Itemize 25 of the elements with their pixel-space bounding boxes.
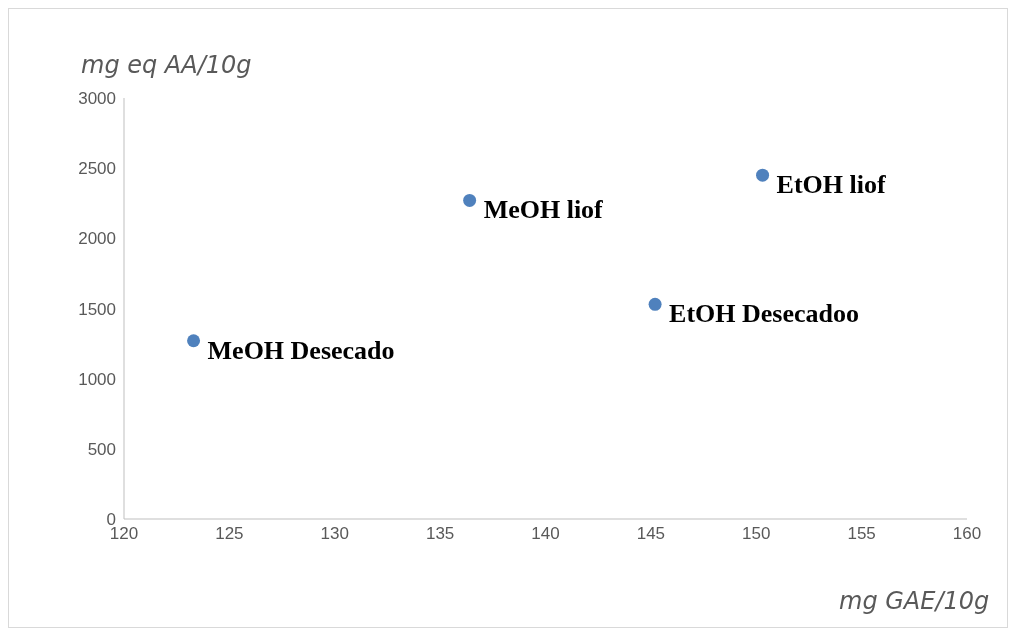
x-tick-label: 150	[742, 524, 771, 544]
x-tick-label: 145	[636, 524, 666, 544]
y-tick-label: 500	[87, 439, 116, 459]
x-tick-label: 120	[109, 524, 139, 544]
y-tick-label: 2000	[78, 229, 116, 249]
y-axis-title: mg eq AA/10g	[81, 51, 252, 79]
annotation: MeOH Desecado	[207, 335, 395, 365]
x-tick-label: 125	[215, 524, 244, 544]
x-tick-label: 155	[847, 524, 876, 544]
point	[187, 334, 201, 348]
x-tick-label: 135	[425, 524, 455, 544]
point	[648, 297, 662, 311]
annotation: MeOH liof	[483, 195, 604, 225]
x-tick-label: 140	[531, 524, 560, 544]
point	[463, 193, 477, 207]
point	[756, 168, 770, 182]
y-tick-label: 1000	[78, 369, 116, 389]
x-tick-label: 160	[952, 524, 982, 544]
y-tick-label: 2500	[78, 159, 116, 179]
y-tick-label: 1500	[78, 299, 116, 319]
y-tick-label: 3000	[78, 89, 116, 109]
annotation: EtOH liof	[776, 170, 886, 200]
annotation: EtOH Desecadoo	[669, 299, 860, 329]
x-axis-title: mg GAE/10g	[839, 587, 990, 615]
x-tick-label: 130	[320, 524, 349, 544]
